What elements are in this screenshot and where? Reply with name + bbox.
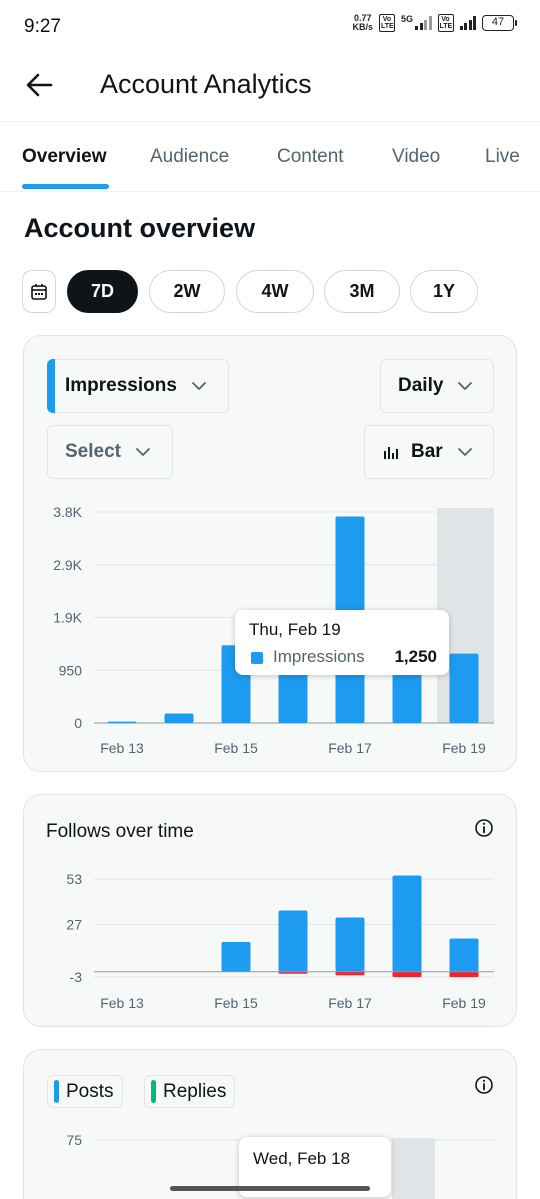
x-tick-label: Feb 17 xyxy=(328,995,372,1011)
follow-bar xyxy=(449,938,479,972)
chevron-down-icon xyxy=(136,448,150,456)
tooltip-swatch xyxy=(251,652,263,664)
chart-type-dropdown[interactable]: Bar xyxy=(364,425,494,479)
y-tick-label: 3.8K xyxy=(53,504,82,520)
status-time: 9:27 xyxy=(24,16,61,37)
unfollow-bar xyxy=(449,971,479,977)
home-indicator xyxy=(170,1186,370,1191)
bar-feb-13 xyxy=(107,721,137,723)
y-tick-label: 950 xyxy=(59,662,83,678)
page-title: Account Analytics xyxy=(100,69,312,99)
x-tick-label: Feb 19 xyxy=(442,995,486,1011)
bar-chart-icon xyxy=(384,447,398,459)
range-7d-button[interactable]: 7D xyxy=(67,270,138,313)
status-bar: 9:27 0.77 KB/s Vo LTE 5G Vo LTE 47 xyxy=(0,0,540,54)
signal-icon-2 xyxy=(459,16,476,30)
tab-bar: Overview Audience Content Video Live xyxy=(0,122,540,192)
status-icons: 0.77 KB/s Vo LTE 5G Vo LTE 47 xyxy=(352,13,517,32)
range-4w-button[interactable]: 4W xyxy=(236,270,314,313)
y-tick-label: 2.9K xyxy=(53,557,82,573)
x-tick-label: Feb 13 xyxy=(100,995,144,1011)
calendar-button[interactable] xyxy=(22,270,56,313)
compare-select-dropdown[interactable]: Select xyxy=(47,425,173,479)
info-icon[interactable] xyxy=(474,818,494,838)
posts-bar-chart: 75 xyxy=(66,1132,494,1199)
follows-card: Follows over time -3 27 53 Feb 13 Feb 15 Feb … xyxy=(23,794,517,1027)
posts-card: Posts Replies 75 Wed, Feb 18 xyxy=(23,1049,517,1199)
tab-audience[interactable]: Audience xyxy=(150,146,230,167)
bar-feb-14 xyxy=(164,713,194,723)
x-tick-label: Feb 19 xyxy=(442,740,486,756)
range-3m-button[interactable]: 3M xyxy=(324,270,400,313)
x-tick-label: Feb 17 xyxy=(328,740,372,756)
follow-bar xyxy=(335,917,365,972)
tooltip-value: 1,250 xyxy=(394,647,437,666)
legend-posts[interactable]: Posts xyxy=(47,1075,123,1108)
posts-tooltip-date: Wed, Feb 18 xyxy=(253,1149,351,1168)
y-tick-label: 53 xyxy=(66,871,82,887)
network-type-label: 5G xyxy=(400,14,413,24)
signal-icon xyxy=(415,16,432,30)
legend-replies[interactable]: Replies xyxy=(144,1075,236,1108)
impressions-card: Impressions Daily Select Bar 0 950 1.9K 2.9… xyxy=(23,335,517,772)
battery-icon: 47 xyxy=(482,15,517,31)
tab-video[interactable]: Video xyxy=(392,146,441,167)
impressions-bar-chart: 0 950 1.9K 2.9K 3.8K Feb 13 Feb 15 Feb 17 Feb 19 xyxy=(53,504,494,756)
unfollow-bar xyxy=(392,971,422,977)
volte-icon-2: Vo LTE xyxy=(437,14,454,32)
active-tab-indicator xyxy=(22,184,109,189)
range-2w-button[interactable]: 2W xyxy=(149,270,225,313)
bar-feb-19 xyxy=(449,653,479,723)
legend-replies-swatch xyxy=(151,1080,156,1103)
x-tick-label: Feb 15 xyxy=(214,740,258,756)
x-tick-label: Feb 13 xyxy=(100,740,144,756)
metric-dropdown[interactable]: Impressions xyxy=(47,359,229,413)
follows-bar-chart: -3 27 53 Feb 13 Feb 15 Feb 17 Feb 19 xyxy=(66,871,494,1011)
y-tick-label: 27 xyxy=(66,917,82,933)
info-icon[interactable] xyxy=(474,1075,494,1095)
unfollow-bar xyxy=(335,971,365,976)
chevron-down-icon xyxy=(192,382,206,390)
chevron-down-icon xyxy=(458,382,473,390)
tooltip-series: Impressions xyxy=(273,647,365,666)
arrow-left-icon[interactable] xyxy=(24,70,54,100)
calendar-icon xyxy=(31,283,47,300)
y-tick-label: -3 xyxy=(70,969,83,985)
network-speed: 0.77 KB/s xyxy=(352,13,373,32)
range-1y-button[interactable]: 1Y xyxy=(410,270,478,313)
tab-live[interactable]: Live xyxy=(485,146,520,167)
chart-tooltip: Thu, Feb 19 Impressions 1,250 xyxy=(235,610,449,675)
y-tick-label: 75 xyxy=(66,1132,82,1148)
app-header: Account Analytics xyxy=(0,54,540,122)
y-tick-label: 0 xyxy=(74,715,82,731)
tab-content[interactable]: Content xyxy=(277,146,344,167)
tab-overview[interactable]: Overview xyxy=(22,146,107,167)
follows-card-title: Follows over time xyxy=(46,821,194,842)
bar-feb-16 xyxy=(278,667,308,723)
follow-bar xyxy=(278,910,308,972)
chevron-down-icon xyxy=(457,448,472,456)
legend-posts-swatch xyxy=(54,1080,59,1103)
highlight-band xyxy=(392,1138,435,1199)
volte-icon: Vo LTE xyxy=(378,14,395,32)
interval-dropdown[interactable]: Daily xyxy=(380,359,494,413)
follow-bar xyxy=(392,875,422,972)
section-title: Account overview xyxy=(24,213,256,243)
tooltip-date: Thu, Feb 19 xyxy=(249,620,341,639)
y-tick-label: 1.9K xyxy=(53,610,82,626)
x-tick-label: Feb 15 xyxy=(214,995,258,1011)
follow-bar xyxy=(221,942,251,972)
